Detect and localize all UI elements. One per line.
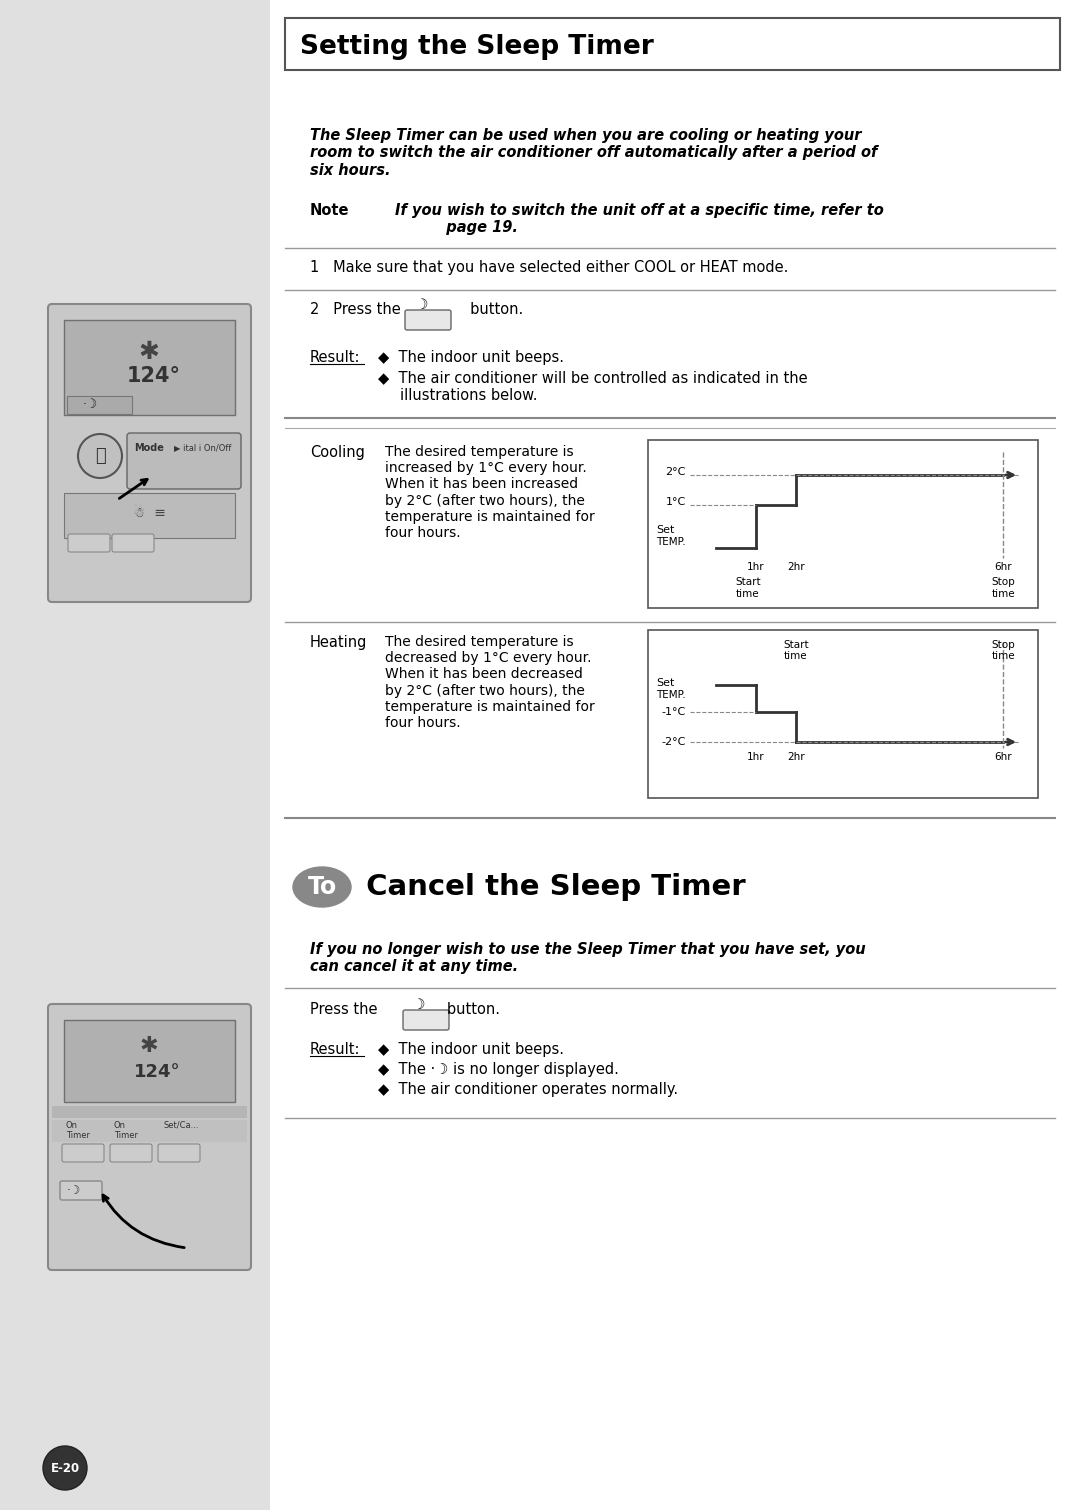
Text: time: time bbox=[991, 651, 1015, 661]
Text: ◆  The ·☽ is no longer displayed.: ◆ The ·☽ is no longer displayed. bbox=[378, 1062, 619, 1077]
Text: The desired temperature is
decreased by 1°C every hour.
When it has been decreas: The desired temperature is decreased by … bbox=[384, 636, 595, 729]
FancyBboxPatch shape bbox=[158, 1145, 200, 1163]
Text: 2°C: 2°C bbox=[665, 467, 686, 477]
Text: Set: Set bbox=[656, 525, 674, 535]
FancyBboxPatch shape bbox=[112, 535, 154, 553]
Text: ▶ ital i On/Off: ▶ ital i On/Off bbox=[174, 442, 231, 451]
FancyBboxPatch shape bbox=[285, 18, 1059, 69]
Text: Set/Ca...: Set/Ca... bbox=[164, 1120, 200, 1129]
Text: Result:: Result: bbox=[310, 350, 361, 365]
Text: TEMP.: TEMP. bbox=[656, 538, 686, 547]
Text: 1   Make sure that you have selected either COOL or HEAT mode.: 1 Make sure that you have selected eithe… bbox=[310, 260, 788, 275]
Text: On
Timer: On Timer bbox=[114, 1120, 138, 1140]
Text: Setting the Sleep Timer: Setting the Sleep Timer bbox=[300, 35, 653, 60]
Text: Start: Start bbox=[783, 640, 809, 649]
Bar bbox=[64, 320, 235, 415]
Bar bbox=[64, 1019, 235, 1102]
Text: Stop: Stop bbox=[991, 640, 1015, 649]
FancyBboxPatch shape bbox=[60, 1181, 102, 1200]
Bar bbox=[270, 0, 1080, 1510]
Text: Stop: Stop bbox=[991, 577, 1015, 587]
Text: If you wish to switch the unit off at a specific time, refer to
          page 1: If you wish to switch the unit off at a … bbox=[395, 202, 883, 236]
Text: The Sleep Timer can be used when you are cooling or heating your
room to switch : The Sleep Timer can be used when you are… bbox=[310, 128, 877, 178]
Bar bbox=[648, 630, 1038, 797]
Ellipse shape bbox=[293, 867, 351, 908]
Text: ⏻: ⏻ bbox=[95, 447, 106, 465]
Text: ✱: ✱ bbox=[139, 1036, 159, 1055]
Bar bbox=[52, 1120, 247, 1142]
Text: If you no longer wish to use the Sleep Timer that you have set, you
can cancel i: If you no longer wish to use the Sleep T… bbox=[310, 942, 866, 974]
Text: ☃  ≡: ☃ ≡ bbox=[133, 506, 165, 519]
Text: ✱: ✱ bbox=[138, 340, 160, 364]
Text: -2°C: -2°C bbox=[662, 737, 686, 747]
Text: -1°C: -1°C bbox=[662, 707, 686, 717]
Text: The desired temperature is
increased by 1°C every hour.
When it has been increas: The desired temperature is increased by … bbox=[384, 445, 595, 541]
Text: time: time bbox=[784, 651, 808, 661]
Text: Mode: Mode bbox=[134, 442, 164, 453]
Bar bbox=[67, 396, 132, 414]
Text: illustrations below.: illustrations below. bbox=[400, 388, 538, 403]
Text: 124°: 124° bbox=[134, 1063, 180, 1081]
Bar bbox=[648, 439, 1038, 609]
Text: 1°C: 1°C bbox=[665, 497, 686, 507]
Text: 1hr: 1hr bbox=[747, 752, 765, 763]
FancyBboxPatch shape bbox=[127, 433, 241, 489]
Text: ◆  The air conditioner will be controlled as indicated in the: ◆ The air conditioner will be controlled… bbox=[378, 370, 808, 385]
FancyBboxPatch shape bbox=[405, 310, 451, 331]
Text: ☽: ☽ bbox=[411, 998, 424, 1012]
Text: 2hr: 2hr bbox=[787, 562, 805, 572]
Text: ◆  The indoor unit beeps.: ◆ The indoor unit beeps. bbox=[378, 1042, 564, 1057]
Text: To: To bbox=[308, 874, 337, 898]
Text: 1hr: 1hr bbox=[747, 562, 765, 572]
Text: Press the               button.: Press the button. bbox=[310, 1003, 500, 1018]
Text: ☽: ☽ bbox=[415, 297, 428, 313]
FancyBboxPatch shape bbox=[48, 1004, 251, 1270]
Text: ·☽: ·☽ bbox=[67, 1184, 81, 1196]
Text: ·☽: ·☽ bbox=[82, 399, 97, 412]
FancyBboxPatch shape bbox=[110, 1145, 152, 1163]
Text: 2   Press the               button.: 2 Press the button. bbox=[310, 302, 523, 317]
Circle shape bbox=[78, 433, 122, 479]
FancyBboxPatch shape bbox=[62, 1145, 104, 1163]
Text: time: time bbox=[737, 589, 760, 599]
Text: ◆  The air conditioner operates normally.: ◆ The air conditioner operates normally. bbox=[378, 1083, 678, 1096]
Text: Start: Start bbox=[735, 577, 760, 587]
Text: On
Timer: On Timer bbox=[66, 1120, 90, 1140]
Circle shape bbox=[43, 1447, 87, 1490]
Text: Cancel the Sleep Timer: Cancel the Sleep Timer bbox=[356, 873, 745, 901]
Text: Note: Note bbox=[310, 202, 350, 217]
Text: 6hr: 6hr bbox=[995, 752, 1012, 763]
Text: Result:: Result: bbox=[310, 1042, 361, 1057]
Text: ◆  The indoor unit beeps.: ◆ The indoor unit beeps. bbox=[378, 350, 564, 365]
Text: Set: Set bbox=[656, 678, 674, 689]
FancyBboxPatch shape bbox=[68, 535, 110, 553]
FancyBboxPatch shape bbox=[48, 304, 251, 602]
Text: E-20: E-20 bbox=[51, 1462, 80, 1474]
Text: 124°: 124° bbox=[127, 365, 181, 387]
Text: 6hr: 6hr bbox=[995, 562, 1012, 572]
Text: Heating: Heating bbox=[310, 636, 367, 649]
Bar bbox=[52, 1105, 247, 1117]
Text: TEMP.: TEMP. bbox=[656, 690, 686, 701]
Bar bbox=[64, 492, 235, 538]
Text: Cooling: Cooling bbox=[310, 445, 365, 461]
Text: 2hr: 2hr bbox=[787, 752, 805, 763]
FancyBboxPatch shape bbox=[403, 1010, 449, 1030]
Text: time: time bbox=[991, 589, 1015, 599]
